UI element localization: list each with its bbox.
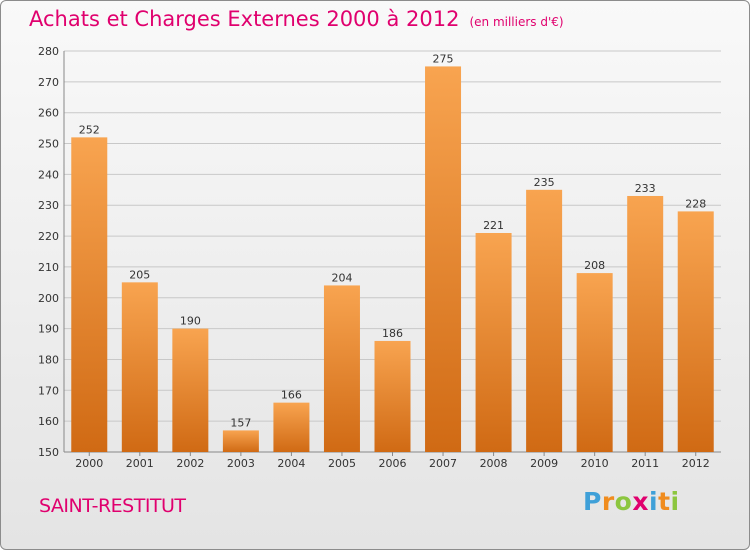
bar-2009	[526, 189, 563, 453]
y-tick-label: 270	[38, 76, 59, 89]
data-label: 205	[129, 268, 150, 281]
bar-2010	[576, 273, 613, 452]
y-tick-label: 170	[38, 384, 59, 397]
x-tick-label: 2003	[227, 457, 255, 470]
x-tick-label: 2006	[379, 457, 407, 470]
x-tick-label: 2007	[429, 457, 457, 470]
bars	[71, 66, 714, 453]
logo-letter: i	[670, 487, 680, 516]
logo-letter: i	[649, 487, 659, 516]
data-label: 186	[382, 327, 403, 340]
commune-name: SAINT-RESTITUT	[39, 495, 186, 517]
data-label: 275	[433, 52, 454, 65]
data-label: 208	[584, 259, 605, 272]
data-label: 157	[230, 416, 251, 429]
x-tick-label: 2012	[682, 457, 710, 470]
data-label: 235	[534, 176, 555, 189]
y-tick-label: 180	[38, 353, 59, 366]
y-tick-label: 250	[38, 138, 59, 151]
bar-2000	[71, 137, 108, 452]
data-labels: 252 205 190 157 166 204 186 275 221 235 208 233 228	[79, 52, 706, 429]
logo-letter: r	[601, 487, 615, 516]
logo-letter: t	[658, 487, 671, 516]
x-tick-label: 2005	[328, 457, 356, 470]
logo-letter: P	[583, 487, 602, 516]
bar-2008	[475, 232, 512, 452]
data-label: 233	[635, 182, 656, 195]
bar-2002	[172, 328, 209, 452]
y-tick-labels: 150 160 170 180 190 200 210 220 230 240 250 260 270 2…	[38, 45, 59, 459]
data-label: 221	[483, 219, 504, 232]
bar-2005	[323, 285, 360, 452]
chart-title: Achats et Charges Externes 2000 à 2012 (e…	[29, 7, 564, 31]
y-tick-label: 260	[38, 107, 59, 120]
bar-2006	[374, 340, 411, 452]
x-tick-labels: 2000 2001 2002 2003 2004 2005 2006 2007 2008 2009…	[75, 457, 709, 470]
data-label: 252	[79, 123, 100, 136]
x-tick-label: 2000	[75, 457, 103, 470]
chart-subtitle: (en milliers d'€)	[469, 15, 564, 29]
x-tick-label: 2008	[480, 457, 508, 470]
x-tick-label: 2002	[176, 457, 204, 470]
x-tick-label: 2009	[530, 457, 558, 470]
bar-2001	[121, 282, 158, 452]
y-tick-label: 150	[38, 446, 59, 459]
y-tick-label: 220	[38, 230, 59, 243]
proxiti-logo: Proxiti	[583, 487, 680, 516]
x-tick-label: 2011	[631, 457, 659, 470]
x-tick-label: 2004	[277, 457, 305, 470]
x-tick-label: 2010	[581, 457, 609, 470]
logo-letter: x	[632, 487, 649, 516]
x-tick-label: 2001	[126, 457, 154, 470]
bar-2011	[627, 195, 664, 452]
y-tick-label: 200	[38, 292, 59, 305]
y-tick-label: 280	[38, 45, 59, 58]
data-label: 228	[685, 197, 706, 210]
y-tick-label: 240	[38, 168, 59, 181]
bar-2012	[677, 211, 714, 452]
logo-letter: o	[614, 487, 633, 516]
y-tick-label: 190	[38, 323, 59, 336]
bar-2003	[222, 430, 259, 452]
y-tick-label: 160	[38, 415, 59, 428]
bar-2004	[273, 402, 310, 452]
data-label: 204	[331, 271, 352, 284]
data-label: 166	[281, 389, 302, 402]
y-tick-label: 210	[38, 261, 59, 274]
chart-title-text: Achats et Charges Externes 2000 à 2012	[29, 7, 460, 31]
bar-2007	[425, 66, 462, 452]
data-label: 190	[180, 315, 201, 328]
y-tick-label: 230	[38, 199, 59, 212]
